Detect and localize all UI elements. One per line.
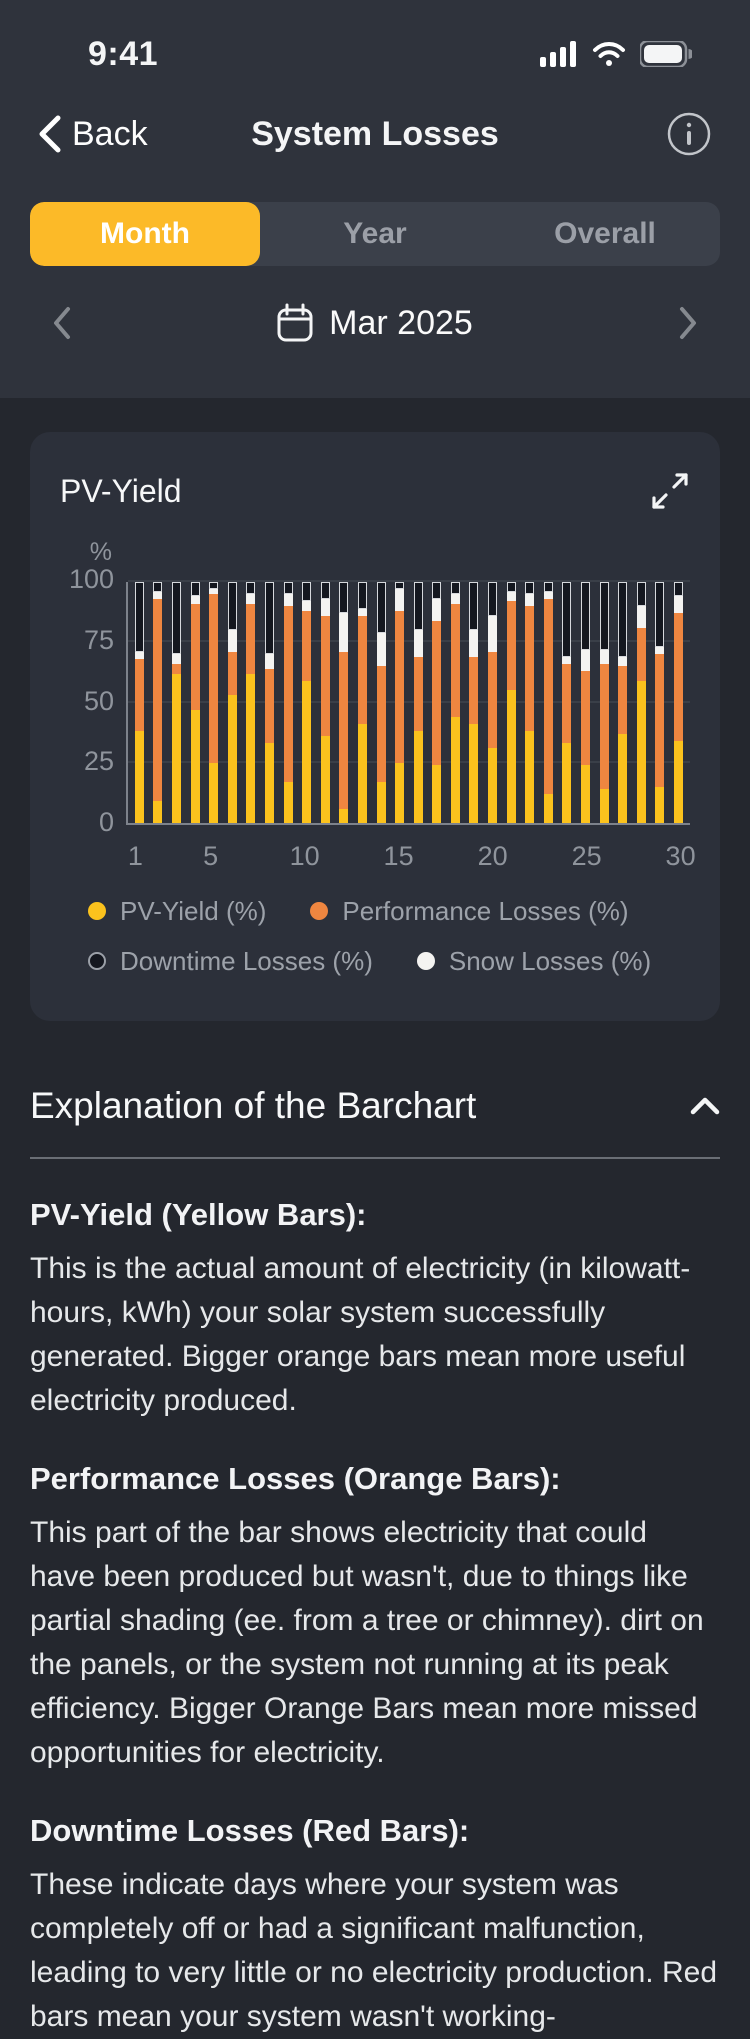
bar-day-24	[558, 582, 577, 823]
explanation-paragraph: These indicate days where your system wa…	[30, 1868, 718, 2033]
bar-day-22	[520, 582, 539, 823]
bar-day-14	[372, 582, 391, 823]
bar-day-10	[297, 582, 316, 823]
bar-day-29	[651, 582, 670, 823]
gridlines-layer	[128, 580, 690, 823]
bar-day-27	[613, 582, 632, 823]
explanation-paragraph: This part of the bar shows electricity t…	[30, 1516, 704, 1769]
legend-item-downtime-losses: Downtime Losses (%)	[88, 946, 373, 977]
y-axis-unit-label: %	[89, 538, 112, 566]
bar-day-2	[149, 582, 168, 823]
explanation-block-performance-losses: Performance Losses (Orange Bars): This p…	[30, 1461, 720, 1775]
header-section: 9:41	[0, 0, 750, 398]
period-tabs: Month Year Overall	[30, 202, 720, 266]
bar-day-17	[428, 582, 447, 823]
bars-layer	[128, 582, 690, 823]
date-navigator: Mar 2025	[0, 296, 750, 350]
explanation-subheading: Performance Losses (Orange Bars):	[30, 1461, 561, 1496]
bar-day-21	[502, 582, 521, 823]
performance-losses-swatch-icon	[310, 902, 329, 920]
bar-day-13	[353, 582, 372, 823]
explanation-section: Explanation of the Barchart PV-Yield (Ye…	[30, 1085, 720, 2039]
bar-day-4	[186, 582, 205, 823]
bar-day-23	[539, 582, 558, 823]
chevron-up-icon	[690, 1096, 720, 1116]
bar-day-20	[483, 582, 502, 823]
bar-chart: % 0 25 50 75 100 1 5 10 15 20 25 30	[60, 530, 696, 873]
tab-year[interactable]: Year	[260, 202, 490, 266]
battery-icon	[640, 41, 692, 67]
tab-month[interactable]: Month	[30, 202, 260, 266]
status-time: 9:41	[88, 34, 159, 73]
chart-title: PV-Yield	[60, 472, 182, 509]
y-axis-labels: % 0 25 50 75 100	[68, 538, 114, 837]
calendar-icon	[277, 303, 313, 343]
plot-area	[126, 580, 690, 825]
bar-day-16	[409, 582, 428, 823]
status-bar: 9:41	[0, 22, 750, 78]
explanation-heading: Explanation of the Barchart	[30, 1085, 477, 1126]
legend-item-pv-yield: PV-Yield (%)	[88, 896, 266, 927]
chart-card: PV-Yield % 0 25 50 75 100 1 5 10 15 20 25 30	[30, 432, 720, 1021]
bar-day-1	[130, 582, 149, 823]
bar-day-7	[242, 582, 261, 823]
chart-legend: PV-Yield (%) Performance Losses (%) Down…	[88, 891, 690, 981]
cellular-signal-icon	[540, 41, 578, 67]
bar-day-12	[335, 582, 354, 823]
legend-item-performance-losses: Performance Losses (%)	[310, 896, 629, 927]
page-title: System Losses	[251, 114, 499, 153]
bar-day-26	[595, 582, 614, 823]
explanation-block-pv-yield: PV-Yield (Yellow Bars): This is the actu…	[30, 1197, 720, 1423]
downtime-losses-swatch-icon	[88, 952, 106, 970]
bar-day-8	[260, 582, 279, 823]
pv-yield-swatch-icon	[88, 902, 106, 920]
bar-day-18	[446, 582, 465, 823]
bar-day-15	[390, 582, 409, 823]
prev-month-button[interactable]	[52, 306, 72, 340]
expand-chart-button[interactable]	[650, 471, 690, 511]
bar-day-3	[167, 582, 186, 823]
back-label: Back	[72, 114, 148, 153]
explanation-toggle[interactable]: Explanation of the Barchart	[30, 1085, 720, 1127]
bar-day-5	[204, 582, 223, 823]
expand-icon	[650, 471, 690, 511]
divider	[30, 1157, 720, 1159]
y-axis: % 0 25 50 75 100	[60, 530, 126, 873]
snow-losses-swatch-icon	[416, 952, 435, 970]
next-month-button[interactable]	[678, 306, 698, 340]
info-icon	[666, 111, 712, 157]
bar-day-19	[465, 582, 484, 823]
bar-day-9	[279, 582, 298, 823]
chevron-left-icon	[38, 115, 62, 153]
legend-item-snow-losses: Snow Losses (%)	[416, 946, 651, 977]
tab-overall[interactable]: Overall	[490, 202, 720, 266]
x-axis-labels: 1 5 10 15 20 25 30	[127, 841, 696, 871]
bar-day-25	[576, 582, 595, 823]
explanation-subheading: PV-Yield (Yellow Bars):	[30, 1197, 367, 1232]
back-button[interactable]: Back	[38, 115, 148, 154]
info-button[interactable]	[666, 111, 712, 157]
status-icons	[540, 41, 692, 67]
bar-day-30	[669, 582, 688, 823]
bar-day-6	[223, 582, 242, 823]
date-label: Mar 2025	[329, 303, 473, 342]
wifi-icon	[592, 41, 626, 67]
bar-day-11	[316, 582, 335, 823]
bar-day-28	[632, 582, 651, 823]
explanation-subheading: Downtime Losses (Red Bars):	[30, 1813, 470, 1848]
date-picker-button[interactable]: Mar 2025	[277, 303, 473, 343]
explanation-paragraph: This is the actual amount of electricity…	[30, 1252, 691, 1417]
nav-bar: System Losses Back	[0, 108, 750, 160]
explanation-block-downtime-losses: Downtime Losses (Red Bars): These indica…	[30, 1813, 720, 2039]
